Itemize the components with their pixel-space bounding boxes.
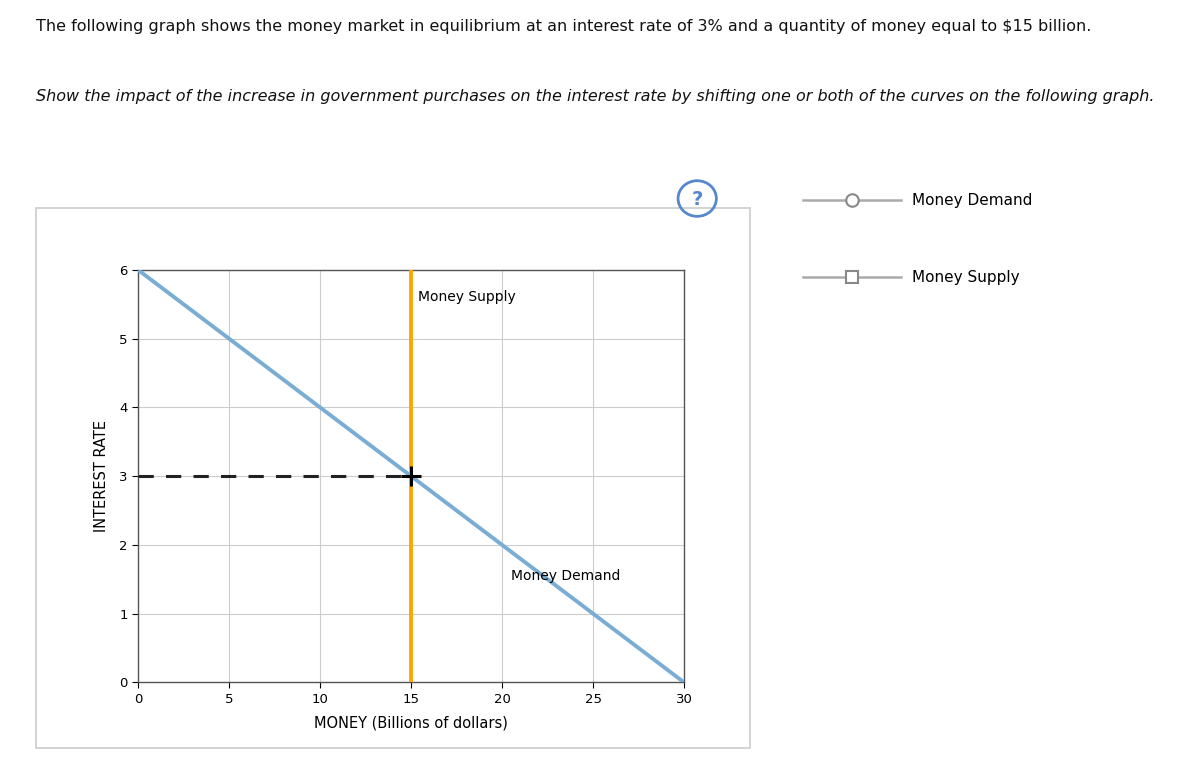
Text: Show the impact of the increase in government purchases on the interest rate by : Show the impact of the increase in gover… xyxy=(36,89,1154,103)
Y-axis label: INTEREST RATE: INTEREST RATE xyxy=(95,420,109,532)
X-axis label: MONEY (Billions of dollars): MONEY (Billions of dollars) xyxy=(314,715,508,730)
Text: The following graph shows the money market in equilibrium at an interest rate of: The following graph shows the money mark… xyxy=(36,19,1091,34)
Text: Money Supply: Money Supply xyxy=(912,270,1020,285)
Text: Money Demand: Money Demand xyxy=(511,569,620,583)
Text: ?: ? xyxy=(691,190,703,209)
Text: Money Supply: Money Supply xyxy=(419,291,516,305)
Text: Money Demand: Money Demand xyxy=(912,193,1032,208)
